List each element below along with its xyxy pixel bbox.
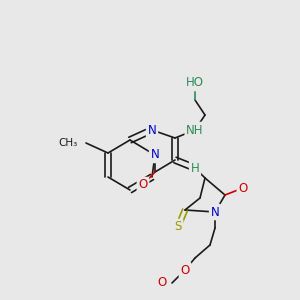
Text: O: O [138,178,148,191]
Text: N: N [151,148,159,161]
Text: S: S [174,220,182,233]
Text: O: O [158,277,167,290]
Text: N: N [211,206,219,218]
Text: CH₃: CH₃ [59,138,78,148]
Text: O: O [238,182,247,194]
Text: NH: NH [186,124,204,136]
Text: HO: HO [186,76,204,89]
Text: O: O [180,263,190,277]
Text: N: N [148,124,156,136]
Text: H: H [190,161,200,175]
